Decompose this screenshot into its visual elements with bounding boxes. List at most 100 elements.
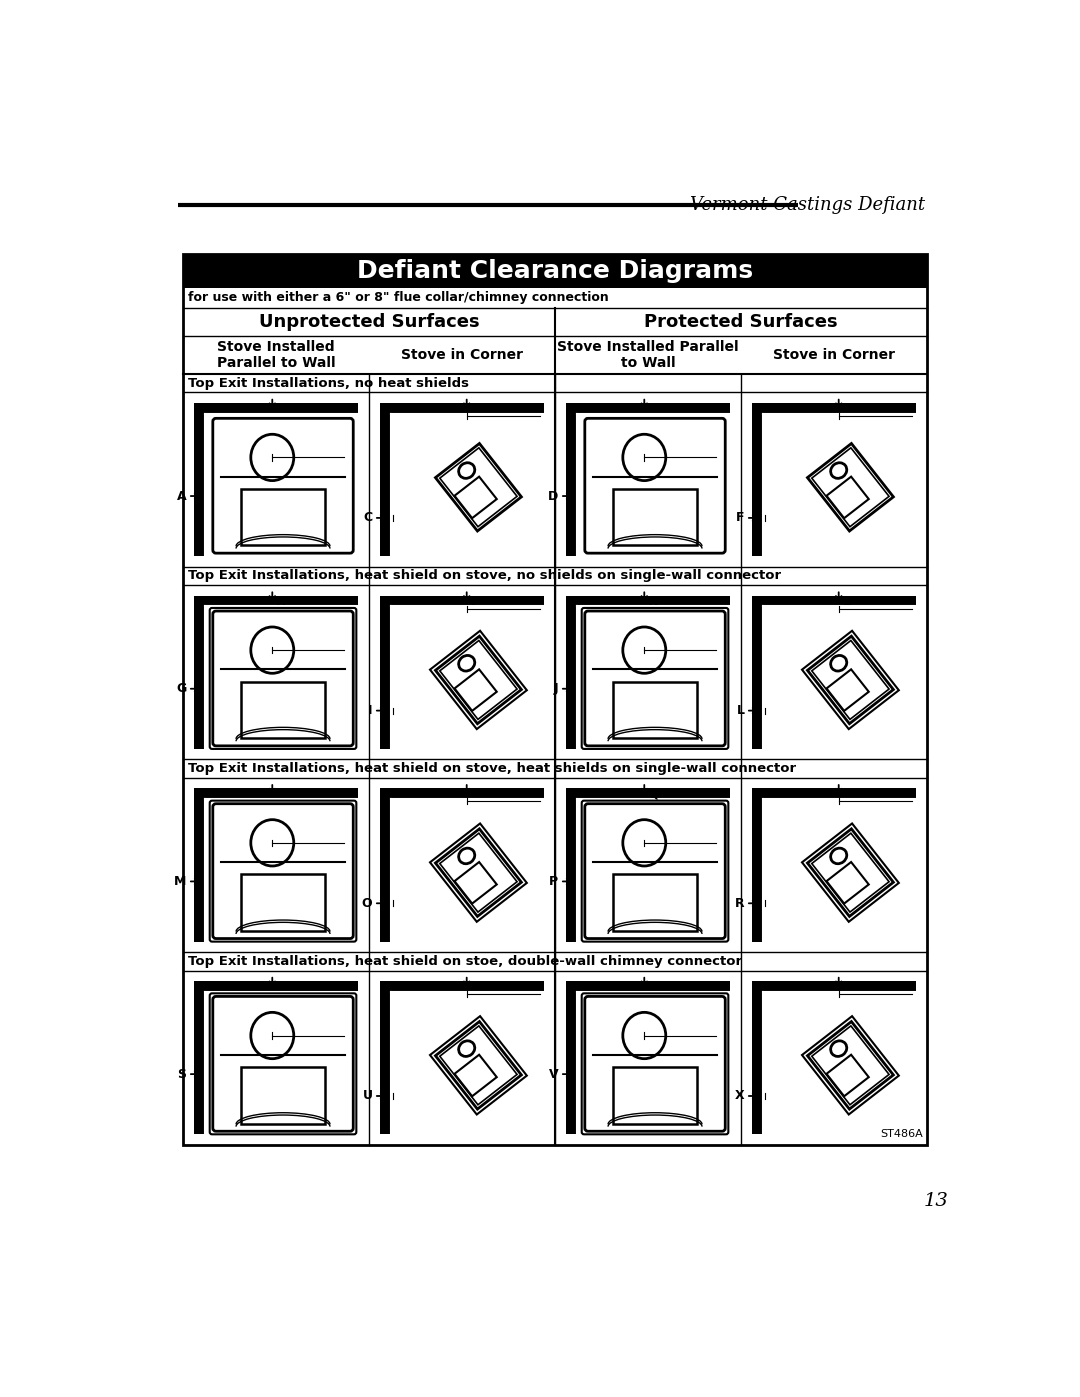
FancyBboxPatch shape [584, 418, 726, 553]
Text: 13: 13 [924, 1192, 948, 1210]
Text: C: C [363, 511, 373, 524]
Polygon shape [812, 833, 889, 912]
Text: E: E [648, 402, 657, 415]
FancyBboxPatch shape [584, 610, 726, 746]
FancyBboxPatch shape [213, 610, 353, 746]
Bar [380, 788, 391, 942]
Ellipse shape [623, 434, 665, 481]
Ellipse shape [459, 848, 475, 863]
Text: H: H [276, 595, 286, 608]
Text: J: J [554, 682, 558, 696]
Polygon shape [440, 640, 517, 719]
Bar [566, 788, 577, 799]
Polygon shape [455, 476, 497, 518]
Text: O: O [362, 897, 373, 909]
Polygon shape [826, 669, 868, 711]
FancyBboxPatch shape [584, 996, 726, 1132]
Text: O: O [471, 787, 482, 800]
Text: K: K [648, 595, 658, 608]
Bar [752, 788, 764, 799]
Bar [380, 595, 391, 749]
FancyBboxPatch shape [584, 803, 726, 939]
Ellipse shape [831, 1041, 847, 1056]
Polygon shape [826, 1055, 868, 1097]
Bar [752, 788, 764, 942]
Text: Stove in Corner: Stove in Corner [773, 348, 895, 362]
Bar [194, 595, 205, 606]
Bar [566, 595, 730, 606]
Text: C: C [471, 402, 480, 415]
Bar [752, 788, 916, 799]
Bar [613, 489, 697, 545]
Polygon shape [808, 1021, 893, 1109]
Text: Q: Q [648, 787, 659, 800]
Text: Unprotected Surfaces: Unprotected Surfaces [259, 313, 480, 331]
Ellipse shape [459, 1041, 475, 1056]
Bar [566, 402, 577, 414]
Text: Stove Installed
Parallel to Wall: Stove Installed Parallel to Wall [217, 339, 336, 370]
Bar [752, 402, 764, 414]
Bar [194, 788, 357, 799]
Polygon shape [455, 669, 497, 711]
Polygon shape [435, 1021, 522, 1109]
Polygon shape [826, 476, 868, 518]
Bar [566, 788, 577, 942]
Bar [752, 981, 764, 1134]
Bar [380, 981, 544, 992]
Bar [566, 981, 577, 1134]
Polygon shape [808, 636, 893, 724]
Bar [752, 981, 916, 992]
Ellipse shape [831, 848, 847, 863]
Bar [242, 875, 325, 930]
Bar [380, 981, 391, 992]
Text: Top Exit Installations, heat shield on stoe, double-wall chimney connector: Top Exit Installations, heat shield on s… [189, 954, 743, 968]
Polygon shape [435, 443, 522, 531]
Text: L: L [842, 595, 851, 608]
Polygon shape [808, 828, 893, 916]
Bar [613, 1067, 697, 1123]
Text: B: B [276, 402, 286, 415]
Text: P: P [550, 875, 558, 888]
Text: I: I [368, 704, 373, 717]
Bar [194, 981, 205, 1134]
Text: U: U [363, 1090, 373, 1102]
Text: V: V [549, 1067, 558, 1081]
Bar [613, 682, 697, 738]
Text: for use with either a 6" or 8" flue collar/chimney connection: for use with either a 6" or 8" flue coll… [189, 291, 609, 305]
Bar [194, 788, 205, 942]
Polygon shape [812, 1025, 889, 1105]
Text: R: R [842, 787, 852, 800]
Bar [613, 875, 697, 930]
Text: X: X [842, 979, 852, 993]
Bar [194, 402, 357, 414]
FancyBboxPatch shape [213, 996, 353, 1132]
Bar [566, 981, 730, 992]
Text: Protected Surfaces: Protected Surfaces [645, 313, 838, 331]
Bar [242, 682, 325, 738]
Bar [380, 402, 544, 414]
Bar [752, 595, 764, 606]
Bar [194, 595, 205, 749]
Text: G: G [176, 682, 187, 696]
Bar [752, 402, 764, 556]
Bar [183, 254, 927, 1144]
Polygon shape [435, 828, 522, 916]
Bar [194, 981, 205, 992]
Ellipse shape [251, 1013, 294, 1059]
Text: N: N [276, 787, 286, 800]
Polygon shape [812, 640, 889, 719]
Ellipse shape [831, 462, 847, 478]
Bar [566, 788, 730, 799]
Bar [380, 402, 391, 556]
Text: Stove in Corner: Stove in Corner [401, 348, 523, 362]
Text: D: D [549, 489, 558, 503]
Polygon shape [435, 636, 522, 724]
Text: ST486A: ST486A [880, 1129, 923, 1139]
Bar [194, 402, 205, 414]
Text: L: L [737, 704, 744, 717]
Ellipse shape [251, 820, 294, 866]
FancyBboxPatch shape [213, 418, 353, 553]
Bar [183, 254, 927, 288]
Bar [380, 788, 544, 799]
Polygon shape [440, 448, 517, 527]
